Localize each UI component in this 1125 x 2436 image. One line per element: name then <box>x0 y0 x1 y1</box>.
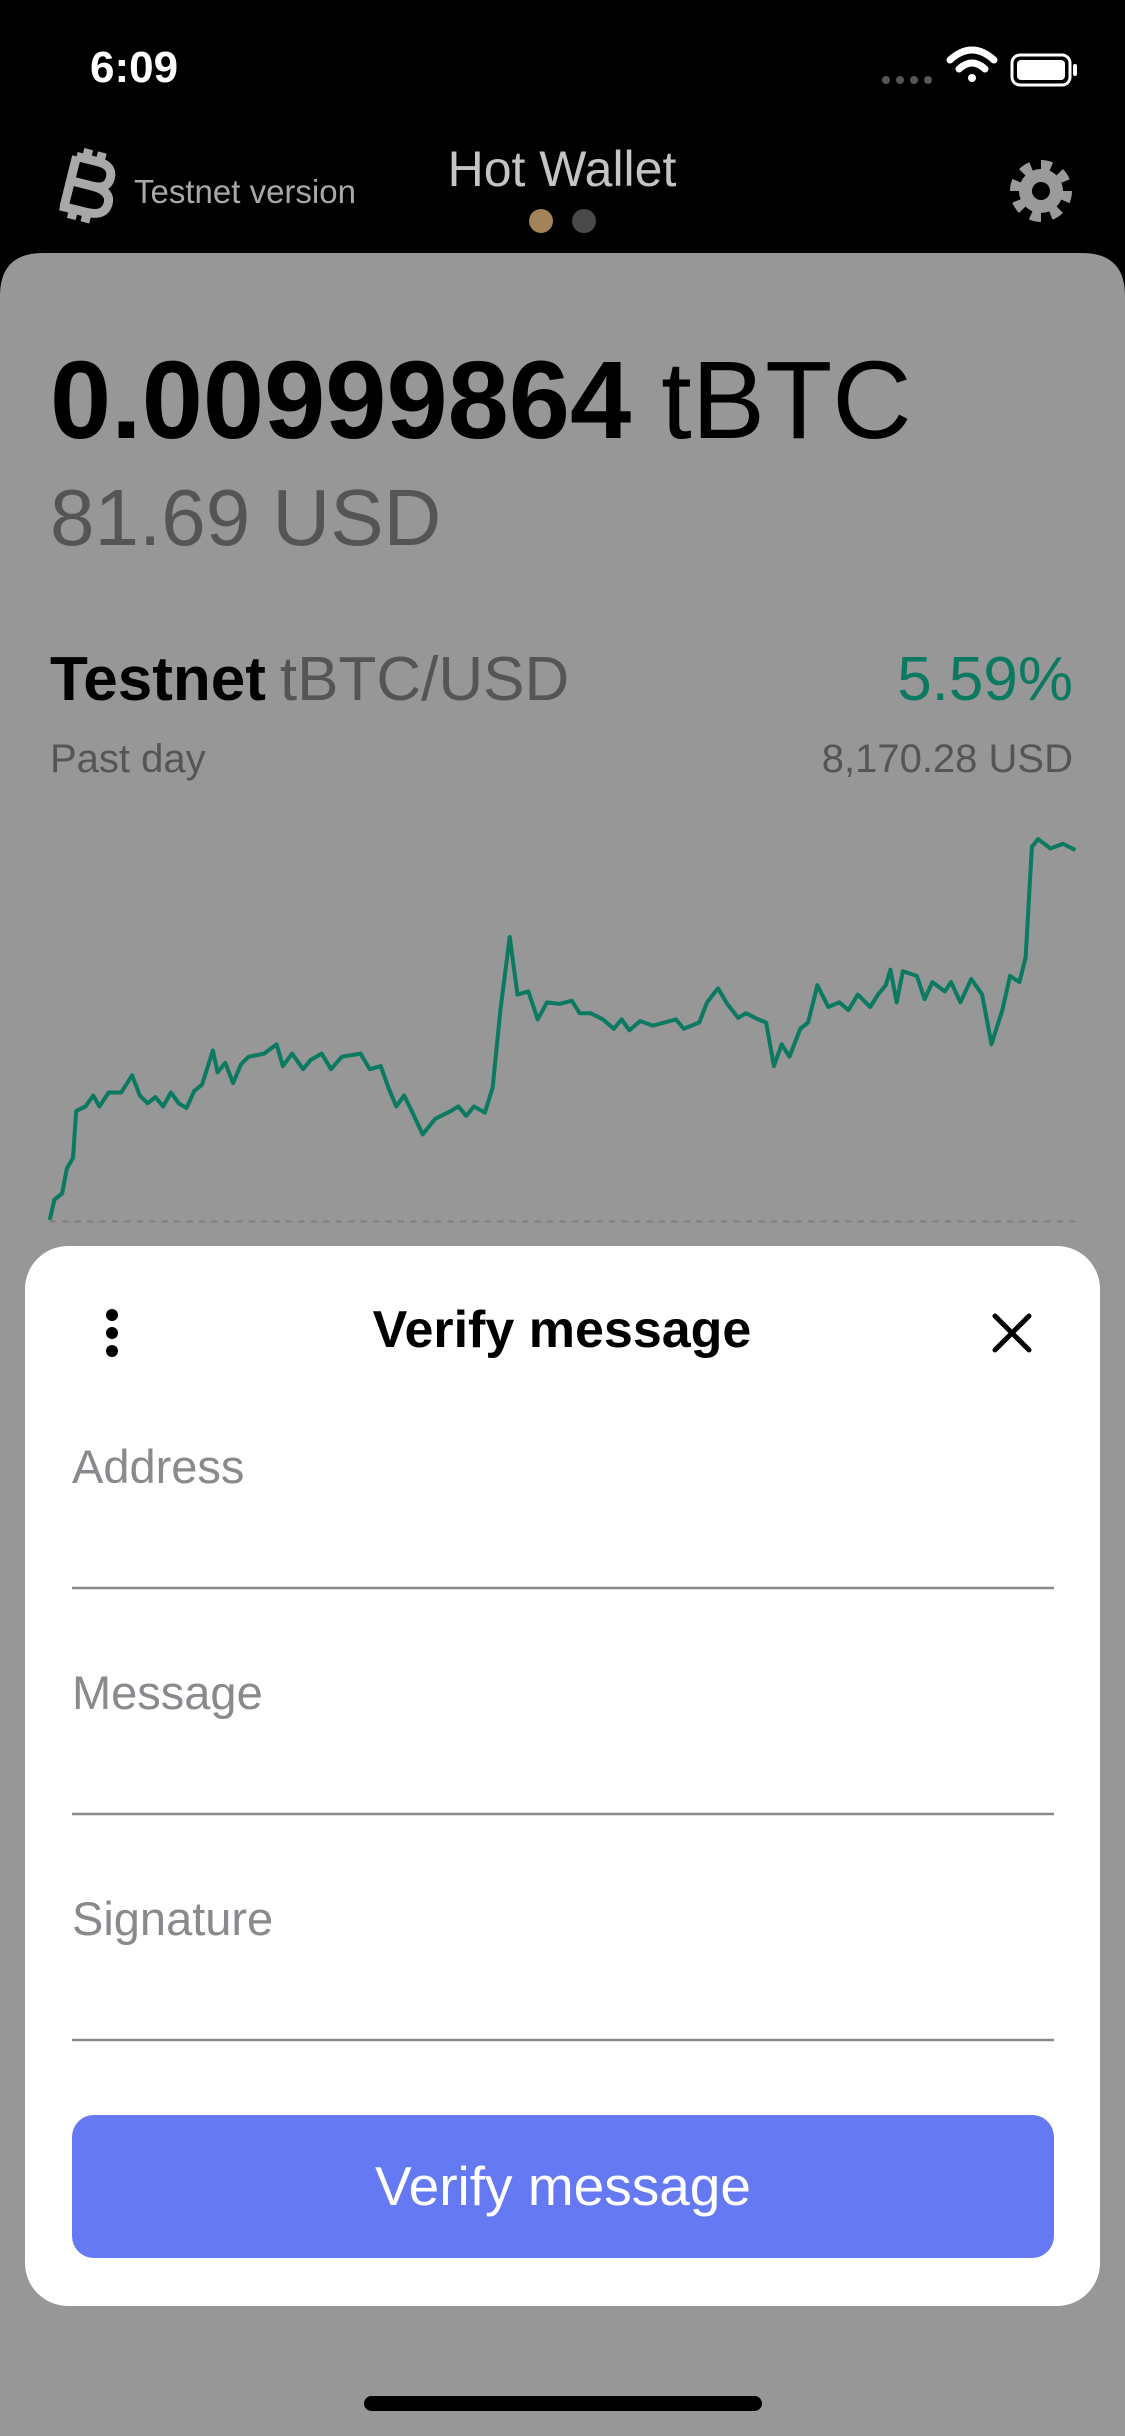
period-label: Past day <box>50 737 206 781</box>
battery-icon <box>1010 53 1077 87</box>
home-indicator <box>364 2396 762 2411</box>
field-label[interactable]: Address <box>72 1440 244 1493</box>
verify-button[interactable] <box>72 2115 1054 2258</box>
settings-icon[interactable] <box>1010 160 1072 222</box>
field-label[interactable]: Signature <box>72 1892 273 1945</box>
balance-amount: 0.00999864 <box>50 339 631 462</box>
signal-icon <box>882 76 932 84</box>
balance: 0.00999864 tBTC <box>50 339 912 462</box>
balance-unit: tBTC <box>661 339 912 462</box>
wallet-title[interactable]: Hot Wallet <box>448 141 677 197</box>
market-pair: Testnet tBTC/USD <box>50 645 569 714</box>
status-time: 6:09 <box>90 43 178 92</box>
price-chart <box>47 837 1077 1223</box>
page-dot-active[interactable] <box>529 209 553 233</box>
field-label[interactable]: Message <box>72 1666 263 1719</box>
verify-button-label[interactable]: Verify message <box>375 2155 751 2217</box>
network-label[interactable]: Testnet version <box>134 173 356 210</box>
market-network: Testnet <box>50 645 266 714</box>
more-menu[interactable] <box>106 1309 118 1357</box>
page-dot[interactable] <box>572 209 596 233</box>
price-label: 8,170.28 USD <box>822 737 1073 781</box>
price-line <box>47 837 1077 1221</box>
close-button[interactable] <box>992 1313 1032 1353</box>
dialog-title: Verify message <box>373 1301 752 1359</box>
pair-label: tBTC/USD <box>280 645 569 714</box>
wifi-icon <box>946 46 998 82</box>
balance-fiat: 81.69 USD <box>50 473 441 562</box>
price-change: 5.59% <box>897 645 1073 714</box>
bitcoin-icon <box>59 148 116 224</box>
